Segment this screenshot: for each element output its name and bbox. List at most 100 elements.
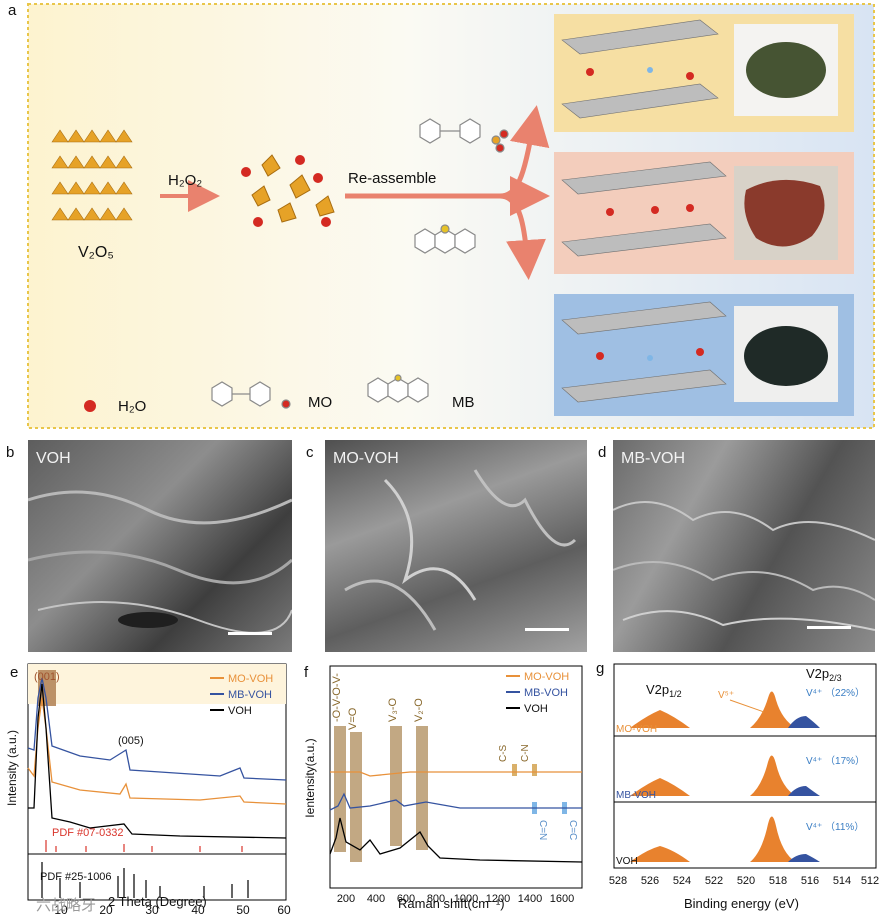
xps-v2p32-label: V2p2/3: [806, 666, 842, 683]
xrd-legend-voh: VOH: [228, 705, 252, 717]
xrd-peak-001: (001): [34, 671, 60, 683]
raman-chart: -O-V-O-V- V=O V₃-O V₂-O C-S C-N C=N C=C …: [303, 665, 583, 905]
xrd-xtick: 40: [191, 903, 205, 917]
raman-voh-line: [329, 817, 583, 863]
cn-highlight: [532, 764, 537, 776]
panel-letter-d: d: [598, 444, 607, 461]
xps-sample-mo: MO-VOH: [616, 724, 657, 735]
raman-band-v2o: V₂-O: [413, 698, 425, 722]
v2o5-structure-icon: [51, 129, 133, 221]
xps-xtick: 526: [641, 875, 659, 887]
raman-xlabel: Raman shift(cm⁻¹): [398, 896, 505, 911]
raman-xtick: 200: [337, 893, 355, 905]
raman-mb-voh-line: [329, 792, 582, 811]
xrd-xtick: 20: [99, 903, 113, 917]
mo-legend-icon: [211, 381, 291, 409]
mo-legend-label: MO: [308, 394, 333, 411]
h2o-legend-label: H₂O: [118, 398, 147, 415]
pdf-25-1006-ticks: [41, 862, 249, 898]
cs-highlight: [512, 764, 517, 776]
mb-molecule-icon: [414, 224, 476, 254]
xps-xtick: 528: [609, 875, 627, 887]
xps-voh-v4: [788, 854, 820, 862]
xrd-pdf1: PDF #07-0332: [52, 827, 124, 839]
mo-molecule-icon: [419, 118, 509, 153]
panel-letter-a: a: [8, 2, 17, 19]
scale-bar: [228, 632, 272, 635]
xps-sample-voh: VOH: [616, 856, 638, 867]
voh-sample: [744, 179, 825, 247]
raman-xtick: 400: [367, 893, 385, 905]
raman-xtick: 1400: [518, 893, 542, 905]
raman-cn-double: C=N: [537, 820, 548, 840]
xrd-voh-line: [28, 683, 287, 839]
xps-mb-v2p12: [630, 778, 690, 796]
mb-legend-icon: [367, 374, 429, 403]
mb-voh-powder: [744, 326, 828, 386]
xps-v4-mb: V⁴⁺ （17%）: [806, 755, 865, 767]
raman-band-highlights: [334, 726, 428, 862]
xps-mo-v2p12: [630, 710, 690, 728]
fragments-icon: [241, 154, 335, 227]
raman-ylabel: Ientensity(a.u.): [303, 738, 317, 817]
xps-xtick: 516: [801, 875, 819, 887]
pdf-07-0332-ticks: [45, 840, 243, 852]
v2o5-label: V₂O₅: [78, 244, 114, 261]
xrd-mo-voh-line: [27, 697, 287, 805]
h2o2-label: H₂O₂: [168, 172, 203, 189]
reassemble-label: Re-assemble: [348, 170, 437, 187]
sem-label-voh: VOH: [36, 450, 71, 467]
schematic-panel: [27, 3, 875, 429]
xps-voh-v2p12: [630, 846, 690, 862]
xrd-legend-mb: MB-VOH: [228, 689, 272, 701]
panel-letter-b: b: [6, 444, 15, 461]
watermark: 六战略牙: [36, 897, 97, 914]
raman-xtick: 600: [397, 893, 415, 905]
xrd-xtick: 30: [145, 903, 159, 917]
panel-letter-f: f: [304, 664, 309, 681]
xps-mo-v4: [788, 716, 820, 728]
xps-xtick: 522: [705, 875, 723, 887]
layer-structures-icon: [561, 19, 727, 403]
panel-letter-c: c: [306, 444, 314, 461]
xrd-chart: 10 20 30 40 50 60 MO-VOH MB-VOH VOH (001…: [5, 663, 291, 917]
xps-v2p12-label: V2p1/2: [646, 682, 682, 699]
raman-band-ovov: -O-V-O-V-: [331, 673, 343, 722]
raman-mo-voh-line: [330, 771, 582, 777]
xps-v4-voh: V⁴⁺ （11%）: [806, 821, 864, 833]
raman-cn: C-N: [520, 744, 531, 762]
raman-xtick: 1200: [486, 893, 510, 905]
xrd-legend-mo: MO-VOH: [228, 673, 273, 685]
xps-xtick: 518: [769, 875, 787, 887]
xrd-mb-voh-line: [27, 677, 287, 781]
raman-legend-voh: VOH: [524, 703, 548, 715]
raman-cc: C=C: [567, 820, 578, 840]
xps-chart: V2p1/2 V2p2/3 V⁵⁺ V⁴⁺ （22%） V⁴⁺ （17%） V⁴…: [609, 663, 879, 887]
mb-legend-label: MB: [452, 394, 475, 411]
xrd-xtick: 10: [54, 903, 68, 917]
xps-xlabel: Binding energy (eV): [684, 896, 799, 911]
sem-label-mo-voh: MO-VOH: [333, 450, 399, 467]
xps-xtick: 512: [861, 875, 879, 887]
panel-letter-g: g: [596, 660, 605, 677]
raman-cs: C-S: [498, 744, 509, 762]
xrd-peak-005: (005): [118, 735, 144, 747]
xps-mb-v4: [788, 786, 820, 796]
mo-voh-powder: [746, 42, 826, 98]
xps-voh-v2p32: [750, 816, 796, 862]
xps-v4-mo: V⁴⁺ （22%）: [806, 687, 865, 699]
xps-xtick: 520: [737, 875, 755, 887]
raman-xtick: 1600: [550, 893, 574, 905]
xrd-pdf2: PDF #25-1006: [40, 871, 112, 883]
h2o-legend-icon: [84, 400, 96, 412]
xrd-xtick: 60: [277, 903, 291, 917]
panel-letter-e: e: [10, 664, 19, 681]
sem-image-mb-voh: MB-VOH: [613, 440, 875, 652]
sem-image-voh: VOH: [28, 440, 292, 652]
xps-xtick: 514: [833, 875, 851, 887]
raman-legend-mo: MO-VOH: [524, 671, 569, 683]
raman-band-vo: V=O: [347, 707, 359, 730]
raman-xtick: 800: [427, 893, 445, 905]
sem-label-mb-voh: MB-VOH: [621, 450, 685, 467]
